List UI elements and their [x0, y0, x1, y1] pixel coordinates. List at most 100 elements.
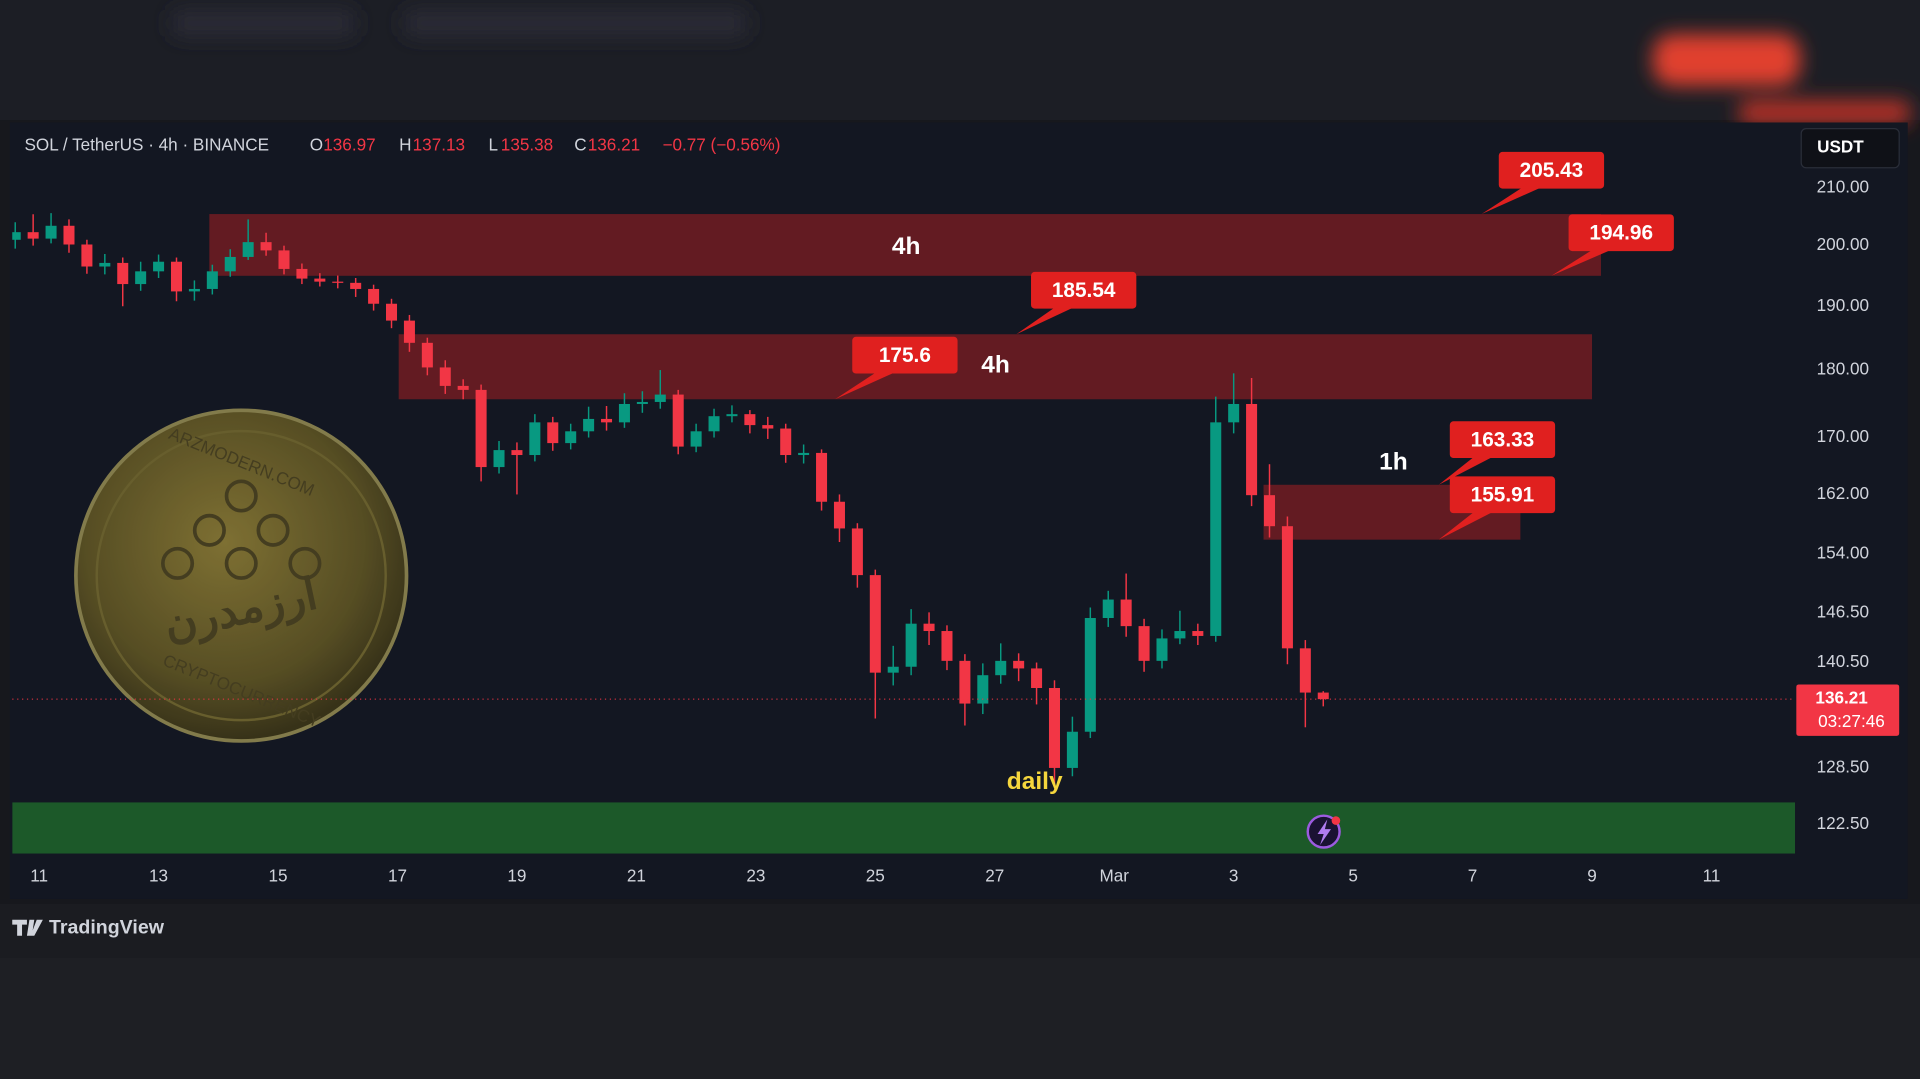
- x-tick-label: 11: [30, 865, 48, 885]
- candle-body: [1299, 648, 1311, 693]
- x-tick-label: 27: [985, 865, 1004, 885]
- candle-body: [350, 282, 362, 289]
- x-tick-label: 5: [1348, 865, 1358, 885]
- candle-body: [421, 342, 433, 368]
- x-tick-label: Mar: [1099, 865, 1129, 885]
- candle-body: [887, 666, 899, 673]
- zone-label: 4h: [892, 233, 921, 260]
- candle-body: [1138, 626, 1150, 661]
- candle-body: [851, 528, 863, 576]
- candle-body: [995, 660, 1007, 676]
- candle-body: [1317, 692, 1329, 700]
- ohlc-value: 136.97: [323, 134, 375, 154]
- x-tick-label: 11: [1703, 865, 1721, 885]
- x-tick-label: 17: [388, 865, 407, 885]
- candle-body: [618, 403, 630, 423]
- candle-body: [1192, 631, 1204, 636]
- callout-box: [1449, 476, 1556, 514]
- candle-body: [869, 575, 881, 673]
- ohlc-label: O: [310, 134, 323, 154]
- callout-label: 194.96: [1589, 221, 1653, 244]
- candle-body: [511, 450, 523, 456]
- candle-body: [762, 425, 774, 429]
- candle-body: [475, 389, 487, 468]
- ohlc-label: L: [489, 134, 499, 154]
- footer-bar: [0, 903, 1920, 958]
- branding: TradingView: [49, 917, 165, 939]
- candle-body: [1281, 526, 1293, 649]
- y-tick-label: 190.00: [1817, 295, 1869, 315]
- zone-label: 1h: [1379, 448, 1408, 475]
- ohlc-label: C: [574, 134, 586, 154]
- y-tick-label: 140.50: [1817, 651, 1869, 671]
- ohlc-value: 135.38: [501, 134, 553, 154]
- candle-body: [565, 431, 577, 444]
- zones: [12, 214, 1796, 854]
- candle-body: [63, 225, 75, 245]
- price-tag: [1796, 684, 1900, 736]
- candle-body: [905, 623, 917, 667]
- blurred-header: [171, 9, 1911, 125]
- x-tick-label: 19: [507, 865, 526, 885]
- candle-body: [260, 242, 272, 251]
- candle-body: [744, 414, 756, 426]
- x-tick-label: 25: [866, 865, 885, 885]
- currency-label[interactable]: USDT: [1817, 137, 1864, 157]
- callout-label: 175.6: [879, 344, 931, 367]
- price-tag-value: 136.21: [1815, 688, 1868, 708]
- candle-body: [798, 452, 810, 456]
- candle-body: [941, 631, 953, 661]
- candle-body: [780, 428, 792, 456]
- change: −0.77 (−0.56%): [662, 134, 780, 154]
- candle-body: [959, 660, 971, 704]
- x-tick-label: 7: [1468, 865, 1478, 885]
- candle-body: [977, 675, 989, 704]
- candle-body: [278, 250, 290, 269]
- candle-body: [547, 422, 559, 444]
- candle-body: [1263, 495, 1276, 527]
- candle-body: [583, 418, 595, 432]
- zone: [12, 802, 1796, 854]
- x-tick-label: 3: [1229, 865, 1239, 885]
- candle-body: [368, 288, 380, 304]
- candle-body: [1013, 660, 1025, 669]
- callout-label: 185.54: [1052, 279, 1116, 302]
- candle-body: [1066, 731, 1078, 768]
- candle-body: [1210, 422, 1222, 636]
- candle-body: [457, 385, 469, 390]
- candle-body: [1120, 599, 1132, 627]
- y-tick-label: 154.00: [1817, 543, 1869, 563]
- candle-body: [1156, 638, 1168, 661]
- candle-body: [1174, 631, 1186, 639]
- candle-body: [135, 271, 147, 285]
- candle-body: [672, 394, 684, 447]
- x-tick-label: 21: [627, 865, 646, 885]
- candle-body: [99, 262, 111, 267]
- ohlc-value: 136.21: [588, 134, 640, 154]
- y-tick-label: 122.50: [1817, 813, 1869, 833]
- callout-pointer: [1438, 455, 1496, 485]
- y-tick-label: 180.00: [1817, 359, 1869, 379]
- candle-body: [314, 278, 326, 282]
- x-tick-label: 9: [1587, 865, 1597, 885]
- currency-button[interactable]: [1800, 127, 1900, 169]
- candle-body: [242, 242, 254, 257]
- candle-body: [923, 623, 935, 632]
- callout-box: [1498, 151, 1605, 189]
- plot-area: 210.00 200.00 190.00 180.00 170.00 162.00 154.…: [12, 151, 1900, 885]
- y-tick-label: 146.50: [1817, 602, 1869, 622]
- callout-box: [1568, 214, 1674, 252]
- callout-box: [1449, 421, 1556, 459]
- y-tick-label: 210.00: [1817, 177, 1869, 197]
- candle-body: [206, 271, 218, 289]
- candle-body: [636, 401, 648, 404]
- candle-body: [153, 261, 165, 272]
- zone-label: 4h: [981, 352, 1010, 379]
- tradingview-logo: [12, 919, 43, 936]
- alert-icon[interactable]: [1306, 814, 1341, 849]
- candle-body: [439, 367, 451, 386]
- symbol: SOL / TetherUS · 4h · BINANCE: [24, 134, 269, 154]
- callout-label: 163.33: [1471, 428, 1535, 451]
